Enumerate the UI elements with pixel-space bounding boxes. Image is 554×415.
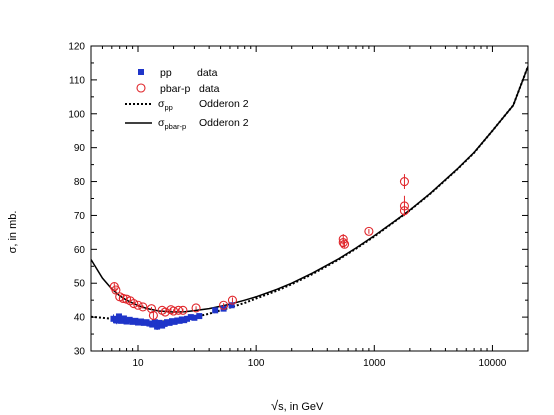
y-tick-label: 80 — [74, 177, 86, 188]
pp-data-point — [212, 307, 219, 314]
legend-label-pp-fit: σpp — [158, 98, 173, 112]
pbarp-data-point — [364, 226, 374, 236]
pbarp-data-point — [219, 300, 229, 310]
pp-data-point — [151, 319, 158, 326]
legend-note-pp-fit: Odderon 2 — [199, 98, 249, 110]
pp-data-point — [110, 314, 117, 324]
x-tick-label: 100 — [248, 358, 265, 369]
legend: pp data pbar-p data σpp Odderon 2 σpbar-… — [125, 67, 249, 131]
pbarp-data-point — [146, 304, 157, 314]
pbarp-data-point — [169, 306, 179, 316]
legend-marker-pbarp — [136, 83, 146, 93]
pbarp-data-point — [111, 285, 121, 295]
y-tick-label: 30 — [74, 347, 86, 358]
pp-data-point — [123, 318, 130, 325]
pp-data-point — [191, 314, 198, 321]
pp-data-point — [187, 314, 194, 321]
y-tick-label: 60 — [74, 245, 86, 256]
y-tick-label: 100 — [68, 109, 85, 120]
legend-label-pp: pp — [160, 67, 172, 79]
y-axis: 30 40 50 60 70 80 90 100 110 120 — [68, 42, 528, 358]
legend-marker-pp — [138, 69, 144, 75]
pbarp-data-point — [138, 302, 148, 312]
y-tick-label: 120 — [68, 42, 85, 53]
data-markers — [109, 174, 410, 330]
pp-data-point — [196, 313, 203, 320]
legend-note-pp: data — [197, 67, 218, 79]
pbarp-data-point — [148, 310, 158, 320]
y-tick-label: 70 — [74, 211, 86, 222]
x-tick-label: 10000 — [479, 358, 507, 369]
y-axis-label: σ, in mb. — [7, 211, 19, 254]
pbarp-data-point — [191, 303, 201, 313]
series-pbarp-odderon-curve — [91, 66, 528, 313]
legend-label-pbarp-fit: σpbar-p — [158, 117, 186, 131]
x-axis-label: √s, in GeV — [271, 398, 324, 413]
series-pp-odderon-curve — [91, 65, 528, 323]
y-tick-label: 110 — [69, 75, 85, 86]
legend-note-pbarp: data — [199, 83, 220, 95]
y-tick-label: 90 — [74, 143, 86, 154]
fit-curves — [91, 65, 528, 323]
plot-frame — [90, 45, 529, 352]
y-tick-label: 50 — [74, 279, 86, 290]
legend-label-pbarp: pbar-p — [160, 83, 191, 95]
legend-note-pbarp-fit: Odderon 2 — [199, 117, 249, 129]
pbarp-data-point — [399, 174, 410, 190]
x-tick-label: 1000 — [363, 358, 386, 369]
x-axis: 10 100 1000 10000 — [90, 46, 529, 369]
pbarp-data-point — [227, 295, 237, 305]
x-tick-label: 10 — [132, 358, 144, 369]
pbarp-data-point — [133, 300, 143, 310]
y-tick-label: 40 — [74, 313, 86, 324]
pbarp-data-point — [339, 239, 350, 249]
pbarp-data-point — [178, 305, 188, 315]
pbarp-data-point — [399, 205, 410, 216]
pp-data-point — [184, 315, 191, 322]
